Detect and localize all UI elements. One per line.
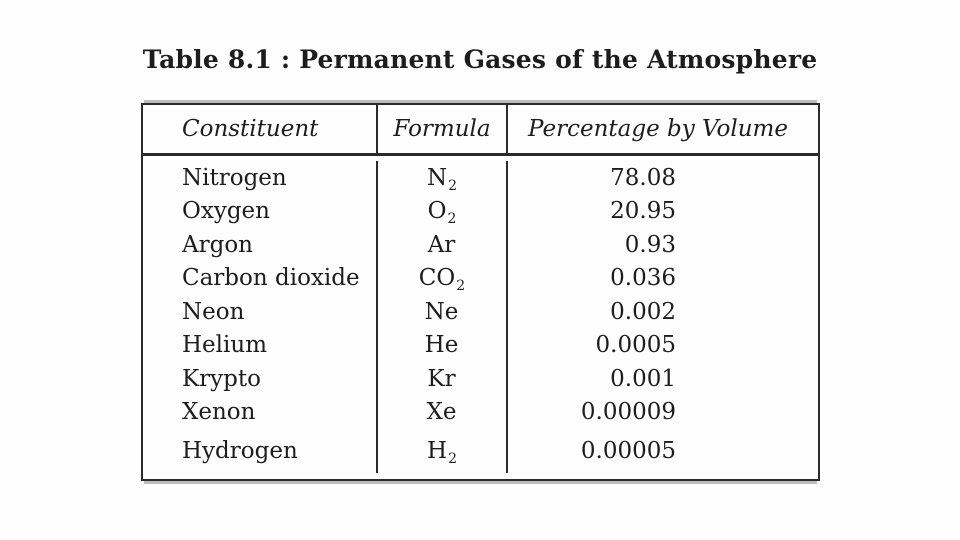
- table-row-helium: Helium He 0.0005: [143, 328, 818, 362]
- formula-base: N: [426, 164, 448, 191]
- formula-base: Kr: [427, 365, 456, 392]
- formula-base: CO: [418, 265, 456, 292]
- constituent-cell: Oxygen: [182, 198, 270, 225]
- percentage-cell: 20.95: [610, 198, 676, 225]
- constituent-cell: Carbon dioxide: [182, 265, 360, 292]
- percentage-cell: 0.00005: [580, 438, 676, 464]
- constituent-cell: Nitrogen: [182, 164, 287, 191]
- formula-cell: CO 2: [376, 261, 508, 295]
- formula-base: H: [427, 438, 448, 464]
- formula-cell: Xe: [376, 395, 508, 429]
- constituent-cell: Xenon: [182, 399, 256, 426]
- header-constituent: Constituent: [182, 116, 319, 142]
- percentage-cell: 0.001: [610, 365, 676, 392]
- constituent-cell: Argon: [182, 231, 253, 258]
- table-row-carbon-dioxide: Carbon dioxide CO 2 0.036: [143, 261, 818, 295]
- percentage-cell: 0.002: [610, 298, 676, 325]
- table-header-row: Constituent Formula Percentage by Volume: [143, 105, 818, 156]
- table-row-krypto: Krypto Kr 0.001: [143, 362, 818, 396]
- table-caption: Table 8.1 : Permanent Gases of the Atmos…: [142, 45, 818, 74]
- constituent-cell: Helium: [182, 332, 268, 359]
- formula-base: O: [427, 198, 447, 225]
- formula-subscript: 2: [448, 177, 458, 194]
- constituent-cell: Neon: [182, 298, 245, 325]
- percentage-cell: 0.00009: [580, 399, 676, 426]
- formula-subscript: 2: [448, 451, 457, 467]
- formula-subscript: 2: [456, 278, 466, 295]
- table-row-argon: Argon Ar 0.93: [143, 228, 818, 262]
- formula-cell: He: [376, 328, 508, 362]
- formula-base: He: [424, 332, 459, 359]
- formula-base: Ar: [427, 231, 456, 258]
- table-row-neon: Neon Ne 0.002: [143, 295, 818, 329]
- percentage-cell: 0.93: [624, 231, 676, 258]
- formula-base: Xe: [426, 399, 457, 426]
- percentage-cell: 78.08: [610, 164, 676, 191]
- formula-cell: Ne: [376, 295, 508, 329]
- table-row-xenon: Xenon Xe 0.00009: [143, 395, 818, 429]
- constituent-cell: Hydrogen: [182, 438, 298, 464]
- formula-subscript: 2: [447, 211, 457, 228]
- header-percentage-by-volume: Percentage by Volume: [528, 116, 788, 142]
- permanent-gases-table: Constituent Formula Percentage by Volume…: [141, 103, 820, 481]
- constituent-cell: Krypto: [182, 365, 261, 392]
- formula-cell: Ar: [376, 228, 508, 262]
- percentage-cell: 0.0005: [595, 332, 676, 359]
- formula-cell: Kr: [376, 362, 508, 396]
- percentage-cell: 0.036: [610, 265, 676, 292]
- formula-base: Ne: [424, 298, 459, 325]
- header-formula: Formula: [376, 105, 508, 153]
